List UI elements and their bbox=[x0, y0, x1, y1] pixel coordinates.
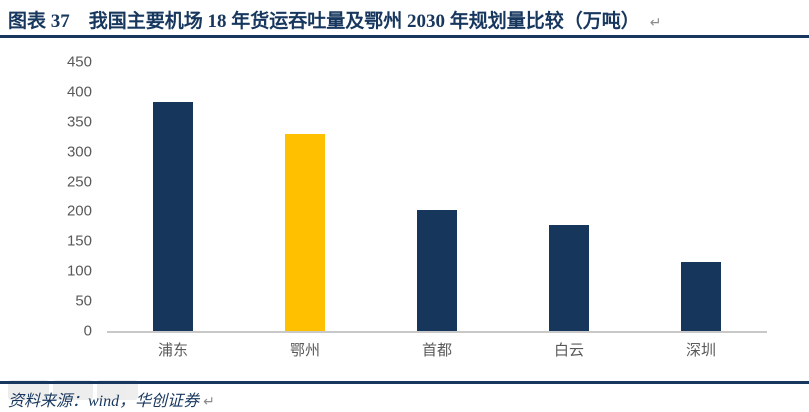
y-tick-label: 50 bbox=[75, 292, 92, 310]
y-tick-label: 200 bbox=[66, 202, 92, 220]
bar-2 bbox=[285, 133, 325, 331]
x-tick-label: 深圳 bbox=[685, 342, 716, 359]
x-tick-label: 首都 bbox=[421, 342, 452, 359]
x-tick-label: 白云 bbox=[553, 342, 584, 359]
y-tick-label: 150 bbox=[66, 232, 92, 250]
y-tick-label: 300 bbox=[66, 143, 92, 161]
x-tick-label: 鄂州 bbox=[289, 342, 320, 359]
source-text: 资料来源：wind，华创证券 bbox=[8, 393, 200, 410]
y-tick-label: 350 bbox=[66, 113, 92, 131]
bar-1 bbox=[153, 102, 193, 331]
bar-4 bbox=[549, 224, 589, 331]
x-axis: 浦东 鄂州 首都 白云 深圳 bbox=[107, 339, 767, 360]
bar-column-3 bbox=[371, 62, 503, 331]
bar-5 bbox=[681, 261, 721, 331]
y-tick-label: 450 bbox=[66, 53, 92, 71]
y-tick-label: 0 bbox=[83, 322, 92, 340]
paragraph-mark-icon: ↵ bbox=[203, 393, 215, 409]
y-tick-label: 100 bbox=[66, 262, 92, 280]
x-tick-label: 浦东 bbox=[157, 342, 188, 359]
y-tick-label: 400 bbox=[66, 83, 92, 101]
bar-3 bbox=[417, 209, 457, 331]
figure-title-text: 图表 37 我国主要机场 18 年货运吞吐量及鄂州 2030 年规划量比较（万吨… bbox=[8, 11, 640, 32]
bar-column-1 bbox=[107, 62, 239, 331]
footer-divider bbox=[0, 381, 809, 384]
figure-title: 图表 37 我国主要机场 18 年货运吞吐量及鄂州 2030 年规划量比较（万吨… bbox=[8, 6, 662, 33]
bar-column-5 bbox=[635, 62, 767, 331]
bar-column-2 bbox=[239, 62, 371, 331]
source-note: 资料来源：wind，华创证券 ↵ bbox=[8, 387, 215, 411]
y-axis: 0 50 100 150 200 250 300 350 400 450 bbox=[48, 55, 92, 339]
bars-row bbox=[107, 62, 767, 331]
bar-column-4 bbox=[503, 62, 635, 331]
title-divider bbox=[0, 35, 809, 38]
y-tick-label: 250 bbox=[66, 173, 92, 191]
plot-area bbox=[107, 62, 767, 333]
paragraph-mark-icon: ↵ bbox=[649, 14, 662, 30]
